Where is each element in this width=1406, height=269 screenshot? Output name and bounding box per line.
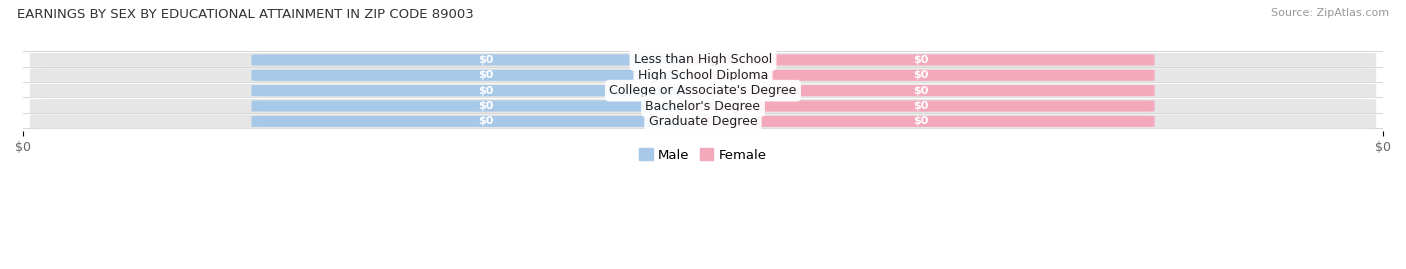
Text: $0: $0	[912, 70, 928, 80]
FancyBboxPatch shape	[686, 70, 1154, 81]
FancyBboxPatch shape	[30, 84, 1376, 98]
Text: $0: $0	[912, 86, 928, 96]
Text: High School Diploma: High School Diploma	[638, 69, 768, 82]
FancyBboxPatch shape	[252, 54, 720, 66]
FancyBboxPatch shape	[30, 114, 1376, 128]
FancyBboxPatch shape	[252, 116, 720, 127]
FancyBboxPatch shape	[686, 100, 1154, 112]
Text: $0: $0	[478, 86, 494, 96]
Legend: Male, Female: Male, Female	[634, 143, 772, 167]
Text: Bachelor's Degree: Bachelor's Degree	[645, 100, 761, 112]
FancyBboxPatch shape	[686, 54, 1154, 66]
Text: Source: ZipAtlas.com: Source: ZipAtlas.com	[1271, 8, 1389, 18]
Text: Less than High School: Less than High School	[634, 54, 772, 66]
FancyBboxPatch shape	[30, 53, 1376, 67]
Text: $0: $0	[912, 55, 928, 65]
Text: EARNINGS BY SEX BY EDUCATIONAL ATTAINMENT IN ZIP CODE 89003: EARNINGS BY SEX BY EDUCATIONAL ATTAINMEN…	[17, 8, 474, 21]
Text: $0: $0	[478, 55, 494, 65]
Text: College or Associate's Degree: College or Associate's Degree	[609, 84, 797, 97]
Text: $0: $0	[478, 101, 494, 111]
FancyBboxPatch shape	[30, 68, 1376, 82]
FancyBboxPatch shape	[252, 70, 720, 81]
FancyBboxPatch shape	[686, 85, 1154, 96]
Text: Graduate Degree: Graduate Degree	[648, 115, 758, 128]
Text: $0: $0	[912, 101, 928, 111]
FancyBboxPatch shape	[252, 85, 720, 96]
Text: $0: $0	[478, 70, 494, 80]
FancyBboxPatch shape	[686, 116, 1154, 127]
Text: $0: $0	[912, 116, 928, 126]
FancyBboxPatch shape	[30, 99, 1376, 113]
FancyBboxPatch shape	[252, 100, 720, 112]
Text: $0: $0	[478, 116, 494, 126]
